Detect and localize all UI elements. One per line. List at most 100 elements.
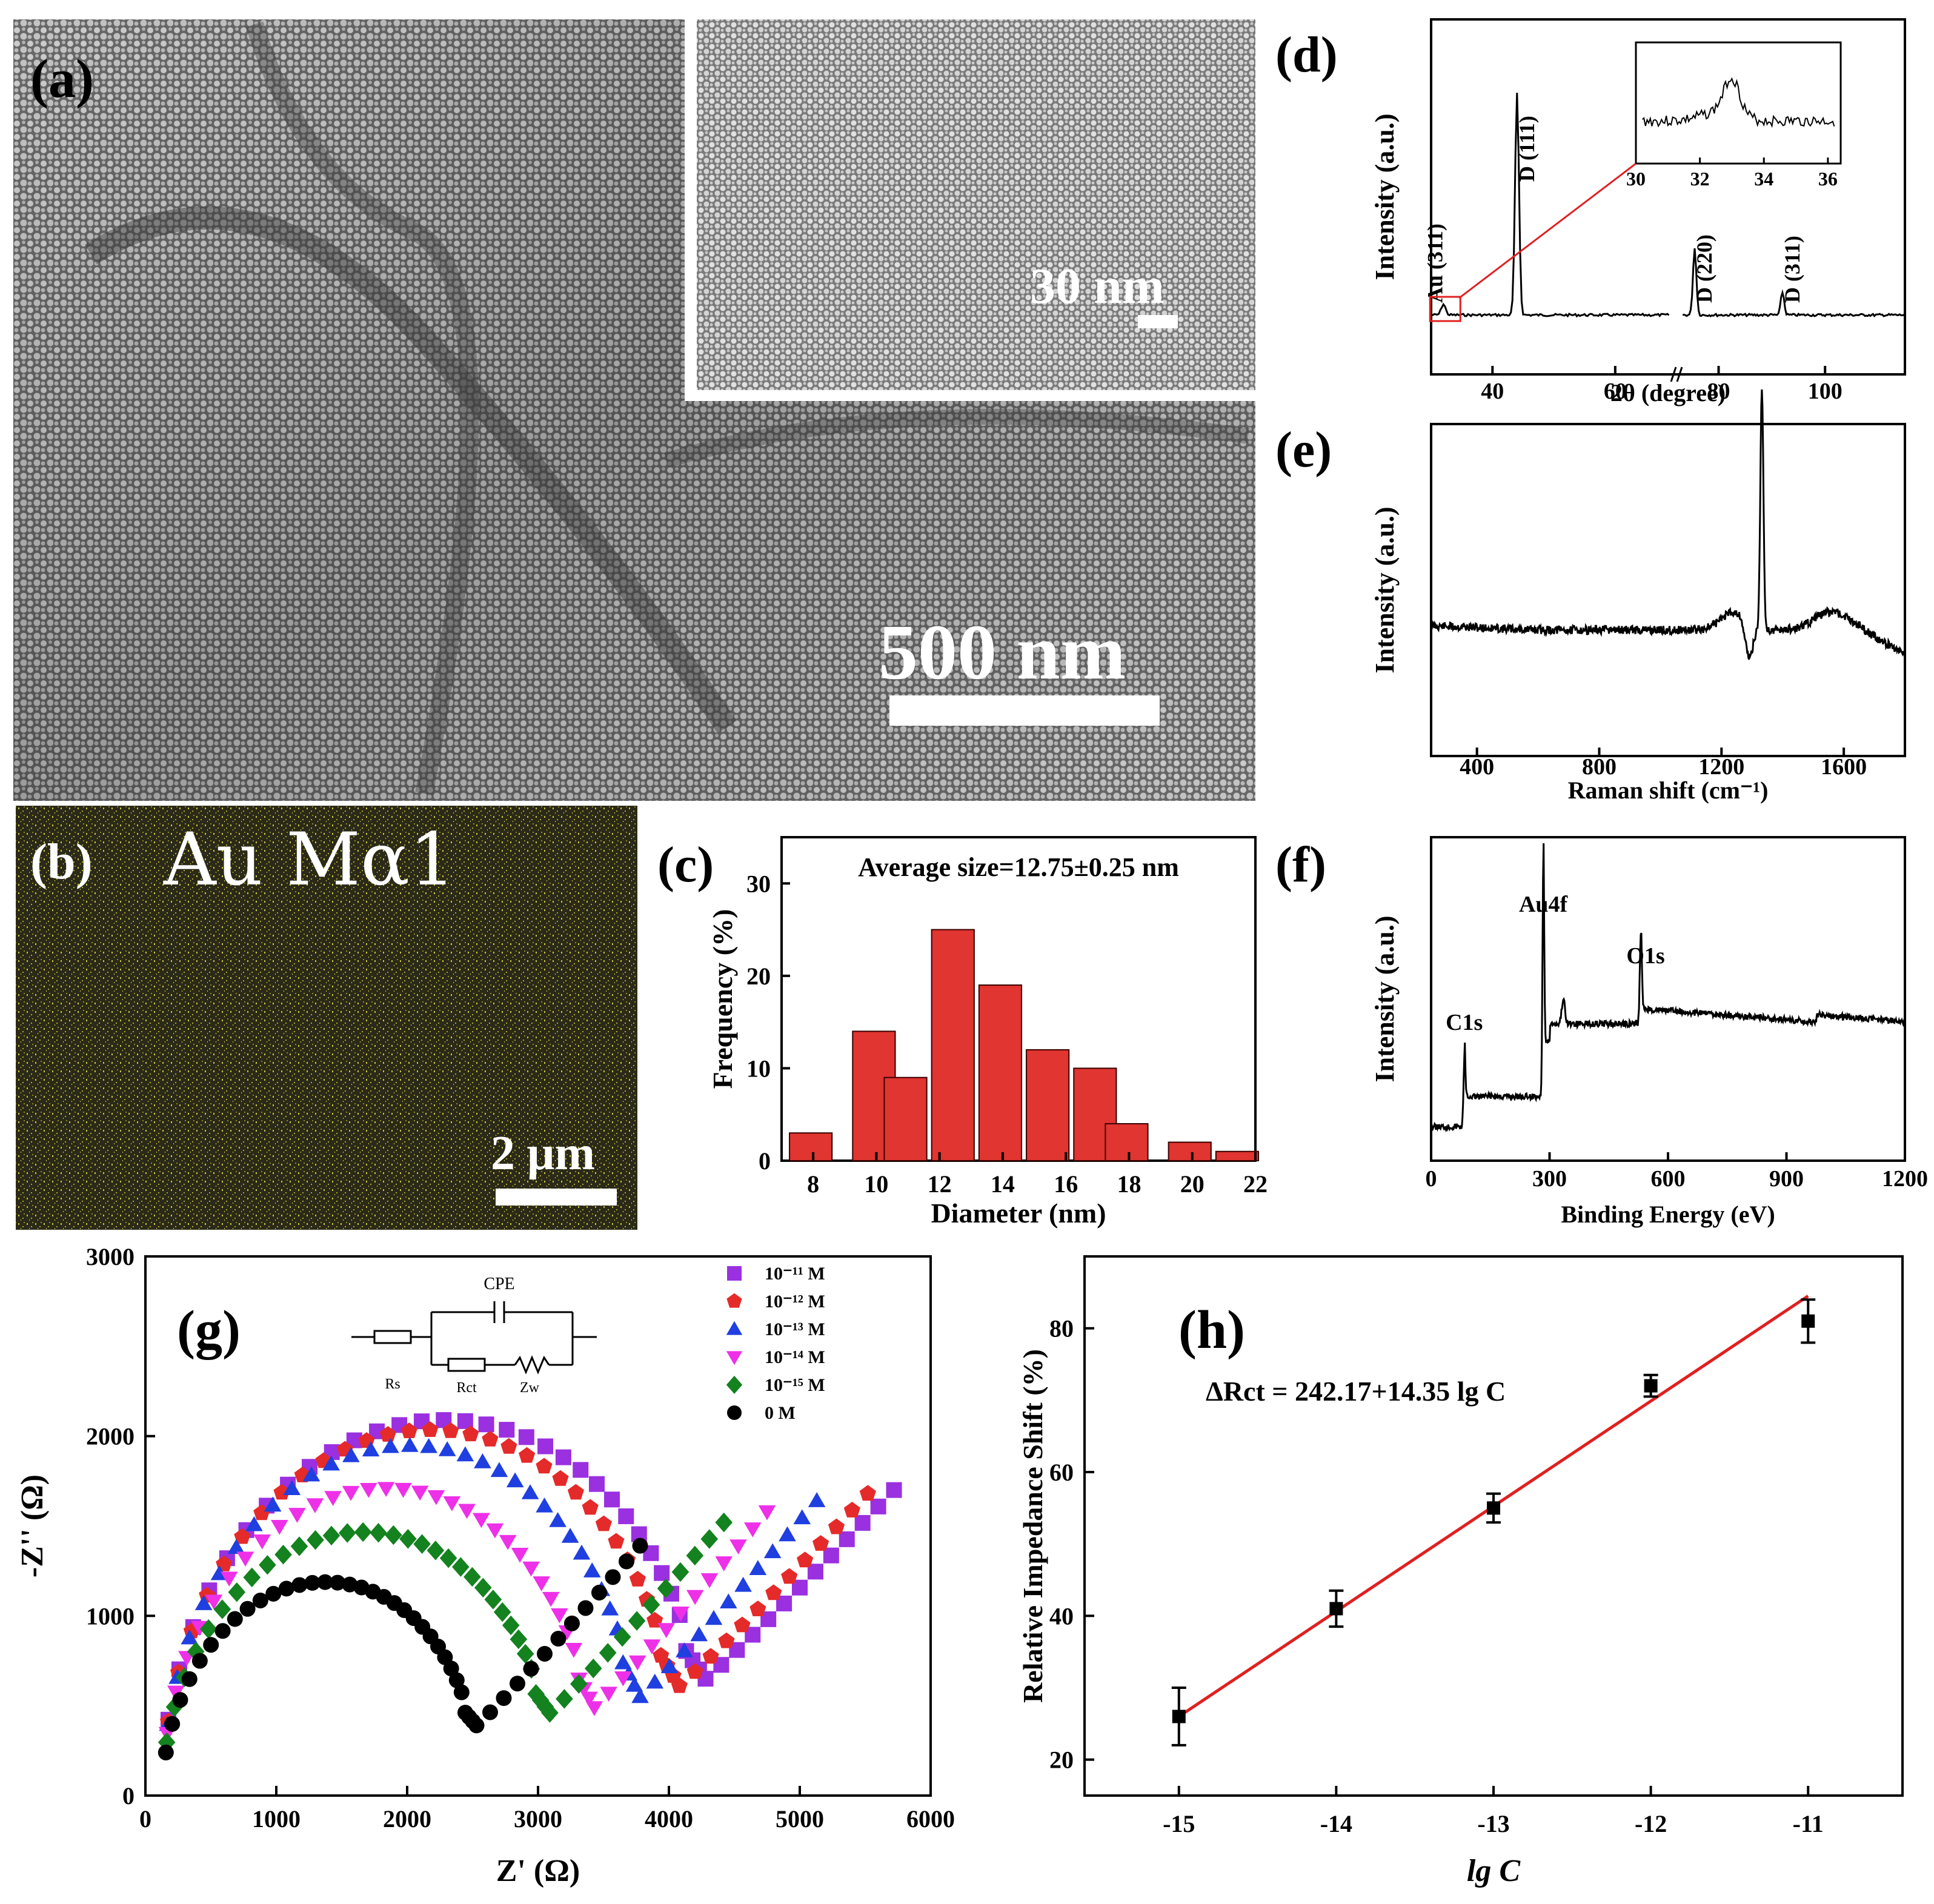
nyquist-point (779, 1526, 796, 1542)
nyquist-point (199, 1619, 218, 1639)
xrd-trace (1431, 93, 1670, 318)
c-ytick-label: 30 (746, 870, 771, 897)
nyquist-point (264, 1496, 282, 1512)
nyquist-point (749, 1600, 766, 1616)
nyquist-point (234, 1528, 251, 1544)
h-ylabel: Relative Impedance Shift (%) (1017, 1349, 1048, 1703)
nyquist-point (583, 1562, 601, 1577)
nyquist-point (646, 1673, 664, 1689)
nyquist-point (265, 1585, 282, 1602)
data-point (1644, 1379, 1658, 1393)
nyquist-point (542, 1591, 560, 1607)
legend-label: 10⁻¹⁵ M (765, 1375, 825, 1395)
nyquist-point (632, 1537, 648, 1554)
nyquist-point (585, 1701, 603, 1716)
nyquist-point (552, 1470, 569, 1486)
nyquist-point (631, 1688, 649, 1703)
nyquist-point (167, 1685, 185, 1701)
data-point (1329, 1602, 1343, 1616)
nyquist-point (591, 1584, 607, 1600)
nyquist-point (702, 1648, 719, 1664)
d-xtick-label: 100 (1808, 379, 1843, 404)
nyquist-point (550, 1631, 567, 1647)
nyquist-point (493, 1602, 511, 1622)
data-point (1801, 1314, 1815, 1328)
nyquist-point (322, 1525, 341, 1546)
nyquist-point (245, 1516, 263, 1531)
nyquist-point (660, 1658, 679, 1673)
g-xlabel: Z' (Ω) (496, 1854, 580, 1888)
c-xtick-label: 18 (1117, 1170, 1141, 1198)
d-plot-frame (1430, 18, 1906, 376)
nyquist-point (705, 1610, 723, 1625)
panel-label-e: (e) (1275, 422, 1332, 478)
nyquist-point (657, 1578, 675, 1599)
e-xtick-label: 1200 (1698, 754, 1744, 780)
nyquist-point (729, 1539, 747, 1554)
nyquist-point (278, 1581, 294, 1597)
h-xtick-label: -14 (1320, 1810, 1352, 1837)
nyquist-point (793, 1509, 811, 1525)
nyquist-point (456, 1446, 474, 1462)
g-xtick-label: 5000 (776, 1805, 824, 1833)
d-inset-xtick-label: 36 (1818, 168, 1838, 190)
histogram-bar (1105, 1123, 1149, 1162)
nyquist-point (734, 1616, 751, 1633)
nyquist-point (283, 1480, 301, 1495)
legend-marker (726, 1293, 742, 1308)
nyquist-point (227, 1611, 243, 1627)
nyquist-point (438, 1441, 456, 1456)
nyquist-point (322, 1455, 340, 1471)
nyquist-point (523, 1660, 539, 1677)
g-xtick-label: 0 (139, 1805, 151, 1833)
nyquist-point (671, 1677, 688, 1693)
panel-g-nyquist: (g) Z' (Ω) -Z'' (Ω) CPE Rs Rct Zw 10⁻¹¹ … (15, 1243, 955, 1888)
panel-label-d: (d) (1275, 27, 1338, 83)
nyquist-point (439, 1548, 457, 1568)
d-ylabel: Intensity (a.u.) (1370, 113, 1400, 280)
nyquist-point (427, 1490, 445, 1505)
legend-marker (726, 1321, 743, 1335)
f-xtick-label: 900 (1769, 1166, 1804, 1192)
nyquist-point (354, 1522, 372, 1542)
nyquist-point (500, 1438, 517, 1454)
nyquist-point (379, 1426, 396, 1442)
nyquist-point (377, 1482, 395, 1498)
f-xtick-label: 300 (1532, 1166, 1567, 1192)
nyquist-point (828, 1518, 845, 1534)
nyquist-point (243, 1567, 261, 1588)
nyquist-point (370, 1522, 387, 1543)
nyquist-point (599, 1643, 617, 1663)
data-point (1172, 1710, 1186, 1723)
c-ytick-label: 10 (746, 1055, 771, 1082)
panel-label-g: (g) (177, 1300, 241, 1360)
nyquist-point (522, 1561, 540, 1577)
xrd-trace (1682, 248, 1906, 318)
nyquist-series (159, 1437, 826, 1731)
nyquist-point (474, 1577, 492, 1598)
nyquist-point (519, 1447, 536, 1463)
nyquist-point (401, 1437, 419, 1452)
nyquist-point (239, 1600, 256, 1617)
g-ylabel: -Z'' (Ω) (15, 1474, 50, 1577)
nyquist-point (551, 1608, 568, 1624)
histogram-bar (1168, 1141, 1212, 1162)
h-ytick-label: 60 (1049, 1459, 1074, 1486)
f-xtick-label: 0 (1426, 1166, 1437, 1192)
nyquist-point (413, 1534, 431, 1554)
nyquist-point (214, 1623, 231, 1639)
nyquist-point (686, 1545, 704, 1566)
f-xlabel: Binding Energy (eV) (1561, 1201, 1775, 1228)
d-inset-xtick-label: 30 (1626, 168, 1646, 190)
nyquist-point (676, 1642, 693, 1657)
nyquist-point (342, 1447, 360, 1462)
nyquist-point (187, 1642, 205, 1662)
nyquist-point (700, 1573, 719, 1588)
c-ytick-label: 20 (746, 963, 771, 990)
histogram-bar (789, 1132, 833, 1161)
nyquist-point (719, 1593, 737, 1609)
nyquist-point (536, 1645, 553, 1662)
nyquist-point (442, 1422, 459, 1438)
h-xtick-label: -12 (1635, 1810, 1667, 1837)
nyquist-point (464, 1567, 481, 1587)
